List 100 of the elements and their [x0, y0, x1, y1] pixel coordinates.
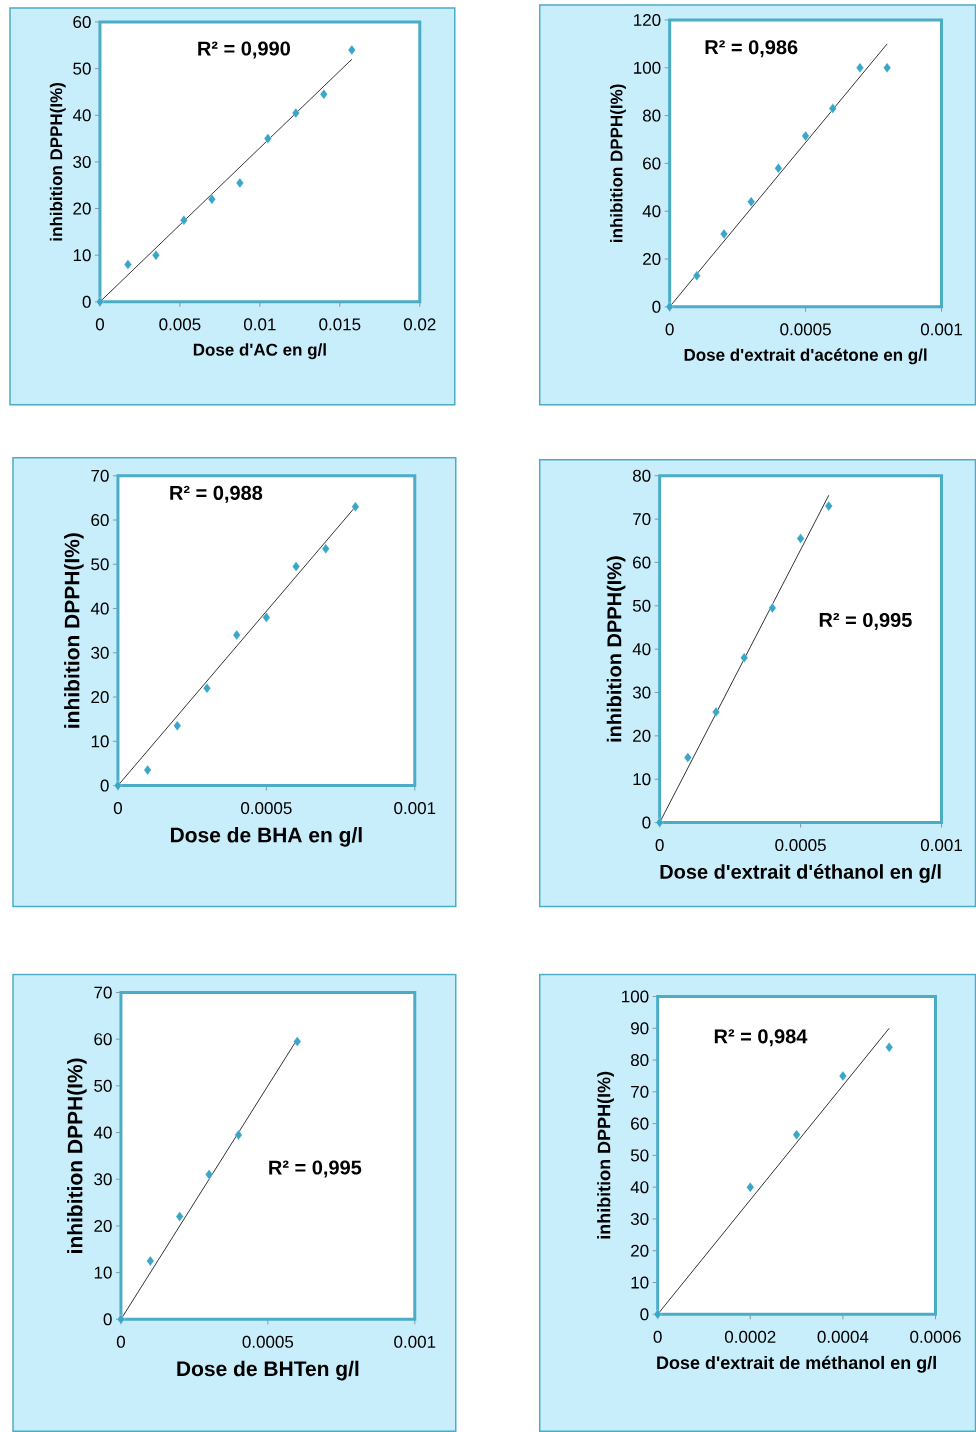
- point: [321, 543, 330, 554]
- y-tick-label: 60: [94, 1033, 112, 1046]
- y-tick-label: 40: [632, 643, 651, 656]
- point: [143, 764, 152, 776]
- x-tick-label: 0.0006: [910, 1330, 961, 1343]
- x-tick-label: 0.001: [920, 839, 962, 852]
- y-tick-label: 70: [633, 513, 651, 526]
- y-axis-title: inhibition DPPH(I%): [606, 556, 626, 742]
- point: [202, 683, 211, 694]
- point: [116, 1314, 125, 1325]
- y-tick-label: 10: [633, 773, 651, 786]
- point: [885, 1042, 893, 1053]
- point: [692, 270, 701, 281]
- x-tick-label: 0.0005: [242, 1335, 294, 1348]
- y-tick-label: 40: [90, 602, 109, 615]
- y-tick-label: 10: [631, 1276, 649, 1289]
- y-tick-label: 50: [94, 1079, 112, 1092]
- x-axis-title: Dose de BHA en g/l: [170, 827, 362, 847]
- y-tick-label: 100: [633, 61, 661, 74]
- point: [146, 1255, 155, 1267]
- point: [801, 130, 810, 142]
- y-tick-label: 20: [632, 729, 651, 742]
- y-axis-title: inhibition DPPH(I%): [63, 533, 84, 728]
- point: [824, 500, 833, 512]
- point: [123, 259, 132, 270]
- point: [263, 133, 272, 144]
- x-axis-title: Dose d'extrait de méthanol en g/l: [657, 1355, 936, 1373]
- y-tick-label: 60: [630, 1117, 649, 1130]
- x-axis-title: Dose d'AC en g/l: [193, 343, 326, 360]
- y-tick-label: 0: [652, 300, 661, 313]
- y-tick-label: 20: [642, 253, 661, 266]
- y-tick-label: 40: [630, 1181, 649, 1194]
- y-tick-label: 120: [633, 13, 661, 26]
- point: [151, 250, 160, 261]
- y-tick-label: 70: [94, 986, 112, 999]
- x-tick-label: 0.01: [243, 318, 276, 331]
- x-tick-label: 0.001: [394, 802, 436, 815]
- y-tick-label: 70: [91, 469, 109, 482]
- point: [179, 215, 188, 226]
- y-tick-label: 0: [640, 1308, 649, 1321]
- point: [655, 817, 664, 828]
- y-tick-label: 50: [91, 558, 109, 571]
- y-tick-label: 20: [91, 691, 109, 704]
- point: [205, 1169, 213, 1180]
- point: [173, 720, 182, 731]
- y-tick-label: 60: [642, 157, 661, 170]
- y-tick-label: 30: [73, 155, 91, 168]
- annotation: R² = 0,986: [705, 40, 798, 58]
- point: [792, 1129, 801, 1140]
- x-tick-label: 0.0005: [775, 839, 826, 852]
- point: [883, 62, 891, 73]
- y-tick-label: 60: [91, 513, 109, 527]
- point: [175, 1211, 184, 1222]
- point: [665, 301, 674, 312]
- y-tick-label: 40: [93, 1126, 112, 1139]
- y-tick-label: 10: [94, 1266, 112, 1279]
- point: [95, 296, 104, 307]
- x-tick-label: 0.0005: [240, 802, 292, 815]
- y-axis-title: inhibition DPPH(I%): [49, 82, 66, 241]
- y-tick-label: 20: [94, 1219, 112, 1232]
- y-tick-label: 30: [632, 686, 651, 699]
- x-tick-label: 0: [665, 323, 674, 336]
- x-tick-label: 0.0002: [724, 1330, 776, 1343]
- point: [768, 602, 777, 614]
- x-tick-label: 0.001: [920, 323, 962, 336]
- y-tick-label: 100: [621, 990, 649, 1003]
- y-tick-label: 0: [100, 779, 109, 792]
- y-tick-label: 40: [72, 109, 91, 122]
- point: [235, 177, 244, 189]
- point: [828, 103, 837, 114]
- y-tick-label: 30: [94, 1173, 112, 1186]
- point: [653, 1309, 662, 1320]
- point: [262, 612, 271, 623]
- y-tick-label: 50: [73, 62, 91, 75]
- annotation: R² = 0,988: [170, 485, 263, 503]
- x-tick-label: 0.001: [394, 1335, 436, 1348]
- y-tick-label: 50: [632, 599, 651, 612]
- annotation: R² = 0,995: [269, 1160, 362, 1178]
- point: [746, 1182, 755, 1193]
- y-tick-label: 80: [642, 109, 661, 122]
- x-axis-title: Dose de BHTen g/l: [177, 1360, 359, 1381]
- point: [113, 780, 122, 791]
- point: [740, 652, 748, 663]
- y-tick-label: 20: [73, 202, 91, 215]
- y-tick-label: 60: [73, 15, 91, 28]
- y-tick-label: 70: [631, 1085, 649, 1098]
- point: [747, 196, 755, 207]
- point: [351, 501, 360, 512]
- y-tick-label: 90: [630, 1022, 649, 1035]
- x-tick-label: 0.0005: [780, 323, 831, 336]
- y-tick-label: 30: [91, 646, 109, 659]
- y-tick-label: 10: [91, 735, 109, 748]
- y-axis-title: inhibition DPPH(I%): [609, 84, 626, 242]
- y-tick-label: 0: [642, 816, 651, 829]
- point: [347, 44, 356, 56]
- point: [234, 1129, 243, 1141]
- y-tick-label: 60: [632, 556, 651, 569]
- y-tick-label: 40: [642, 205, 661, 218]
- y-axis-title: inhibition DPPH(I%): [597, 1071, 614, 1239]
- point: [319, 89, 328, 100]
